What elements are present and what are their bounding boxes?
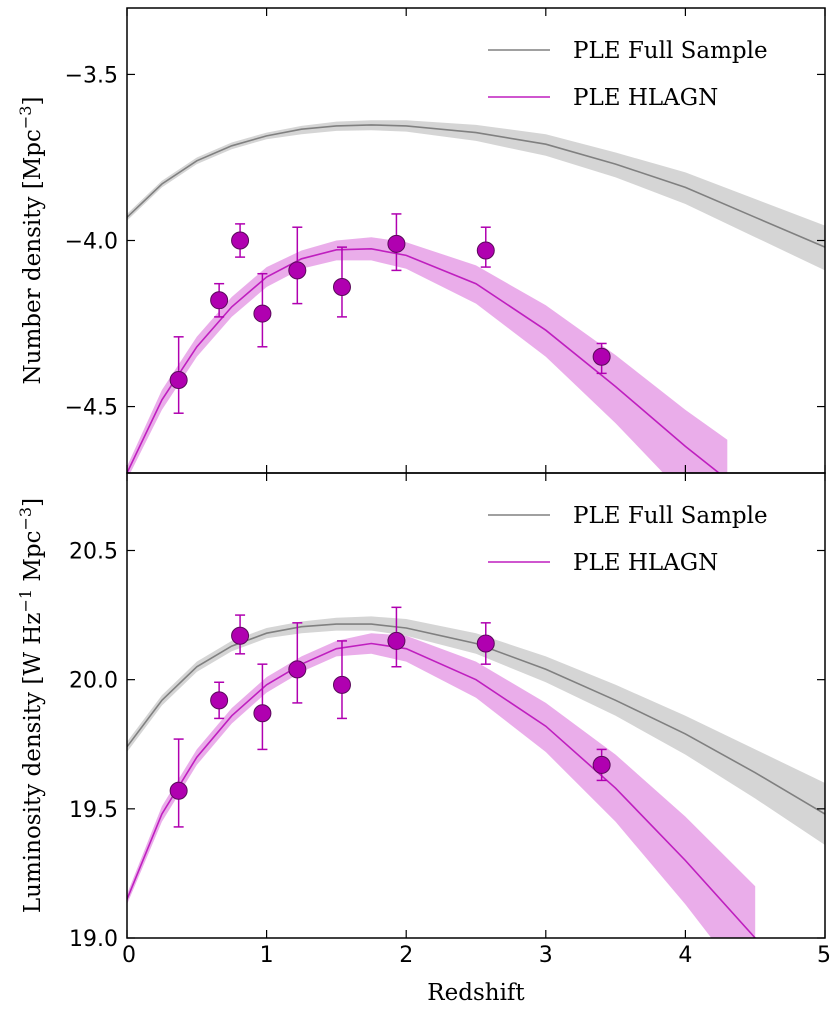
full-sample-band-0 xyxy=(127,120,825,271)
bottom-legend: PLE Full Sample PLE HLAGN xyxy=(488,503,768,576)
y-tick-label: 19.0 xyxy=(69,927,118,952)
y-tick-label: 20.5 xyxy=(69,540,118,565)
x-tick-label: 1 xyxy=(260,943,274,968)
data-point xyxy=(231,231,250,250)
data-point xyxy=(592,755,611,774)
data-point xyxy=(169,371,188,389)
full-sample-line-1 xyxy=(127,623,825,815)
x-tick-label: 5 xyxy=(817,943,831,968)
x-tick-label: 3 xyxy=(539,943,553,968)
full-sample-band-1 xyxy=(127,616,825,845)
y-tick-label: 19.5 xyxy=(69,798,118,823)
luminosity-density-panel: 19.019.520.020.50 1 2 3 4 5 PLE Full SamplePL… xyxy=(16,472,831,1006)
data-point xyxy=(387,631,406,650)
y-tick-label: −3.5 xyxy=(65,63,118,88)
data-point xyxy=(592,347,611,366)
x-axis-label: Redshift xyxy=(427,980,525,1006)
data-point xyxy=(210,291,229,310)
number-density-panel: −4.5 −4.0 −3.5 PLE Full Sample PLE HLAGN Nu… xyxy=(16,7,826,474)
data-point xyxy=(253,704,272,723)
y-tick-label: −4.5 xyxy=(65,396,118,421)
data-point xyxy=(231,626,250,645)
data-point xyxy=(288,261,307,280)
data-point xyxy=(332,675,351,694)
x-tick-label: 0 xyxy=(122,943,136,968)
x-tick-label: 4 xyxy=(678,943,692,968)
top-legend: PLE Full Sample PLE HLAGN xyxy=(488,38,768,111)
hlagn-legend-label: PLE HLAGN xyxy=(573,550,718,576)
y-tick-label: −4.0 xyxy=(65,230,118,255)
hlagn-line-1 xyxy=(127,642,756,938)
full-sample-legend-label: PLE Full Sample xyxy=(573,38,768,64)
hlagn-legend-label: PLE HLAGN xyxy=(573,85,718,111)
data-point xyxy=(332,278,351,296)
data-point xyxy=(253,304,272,323)
data-point xyxy=(210,691,229,710)
x-tick-label: 2 xyxy=(399,943,413,968)
data-point xyxy=(288,660,307,679)
data-point xyxy=(476,241,495,260)
hlagn-band-1 xyxy=(127,633,756,938)
top-y-axis-label: Number density [Mpc−3] xyxy=(16,97,46,385)
hlagn-band-0 xyxy=(127,237,728,473)
data-point xyxy=(476,634,495,653)
data-point xyxy=(169,781,188,800)
bottom-y-axis-label: Luminosity density [W Hz−1 Mpc−3] xyxy=(16,498,46,913)
bottom-panel-frame xyxy=(126,472,826,939)
data-point xyxy=(387,234,406,253)
y-tick-label: 20.0 xyxy=(69,669,118,694)
full-sample-line-0 xyxy=(127,124,825,248)
hlagn-line-0 xyxy=(127,247,721,473)
full-sample-legend-label: PLE Full Sample xyxy=(573,503,768,529)
